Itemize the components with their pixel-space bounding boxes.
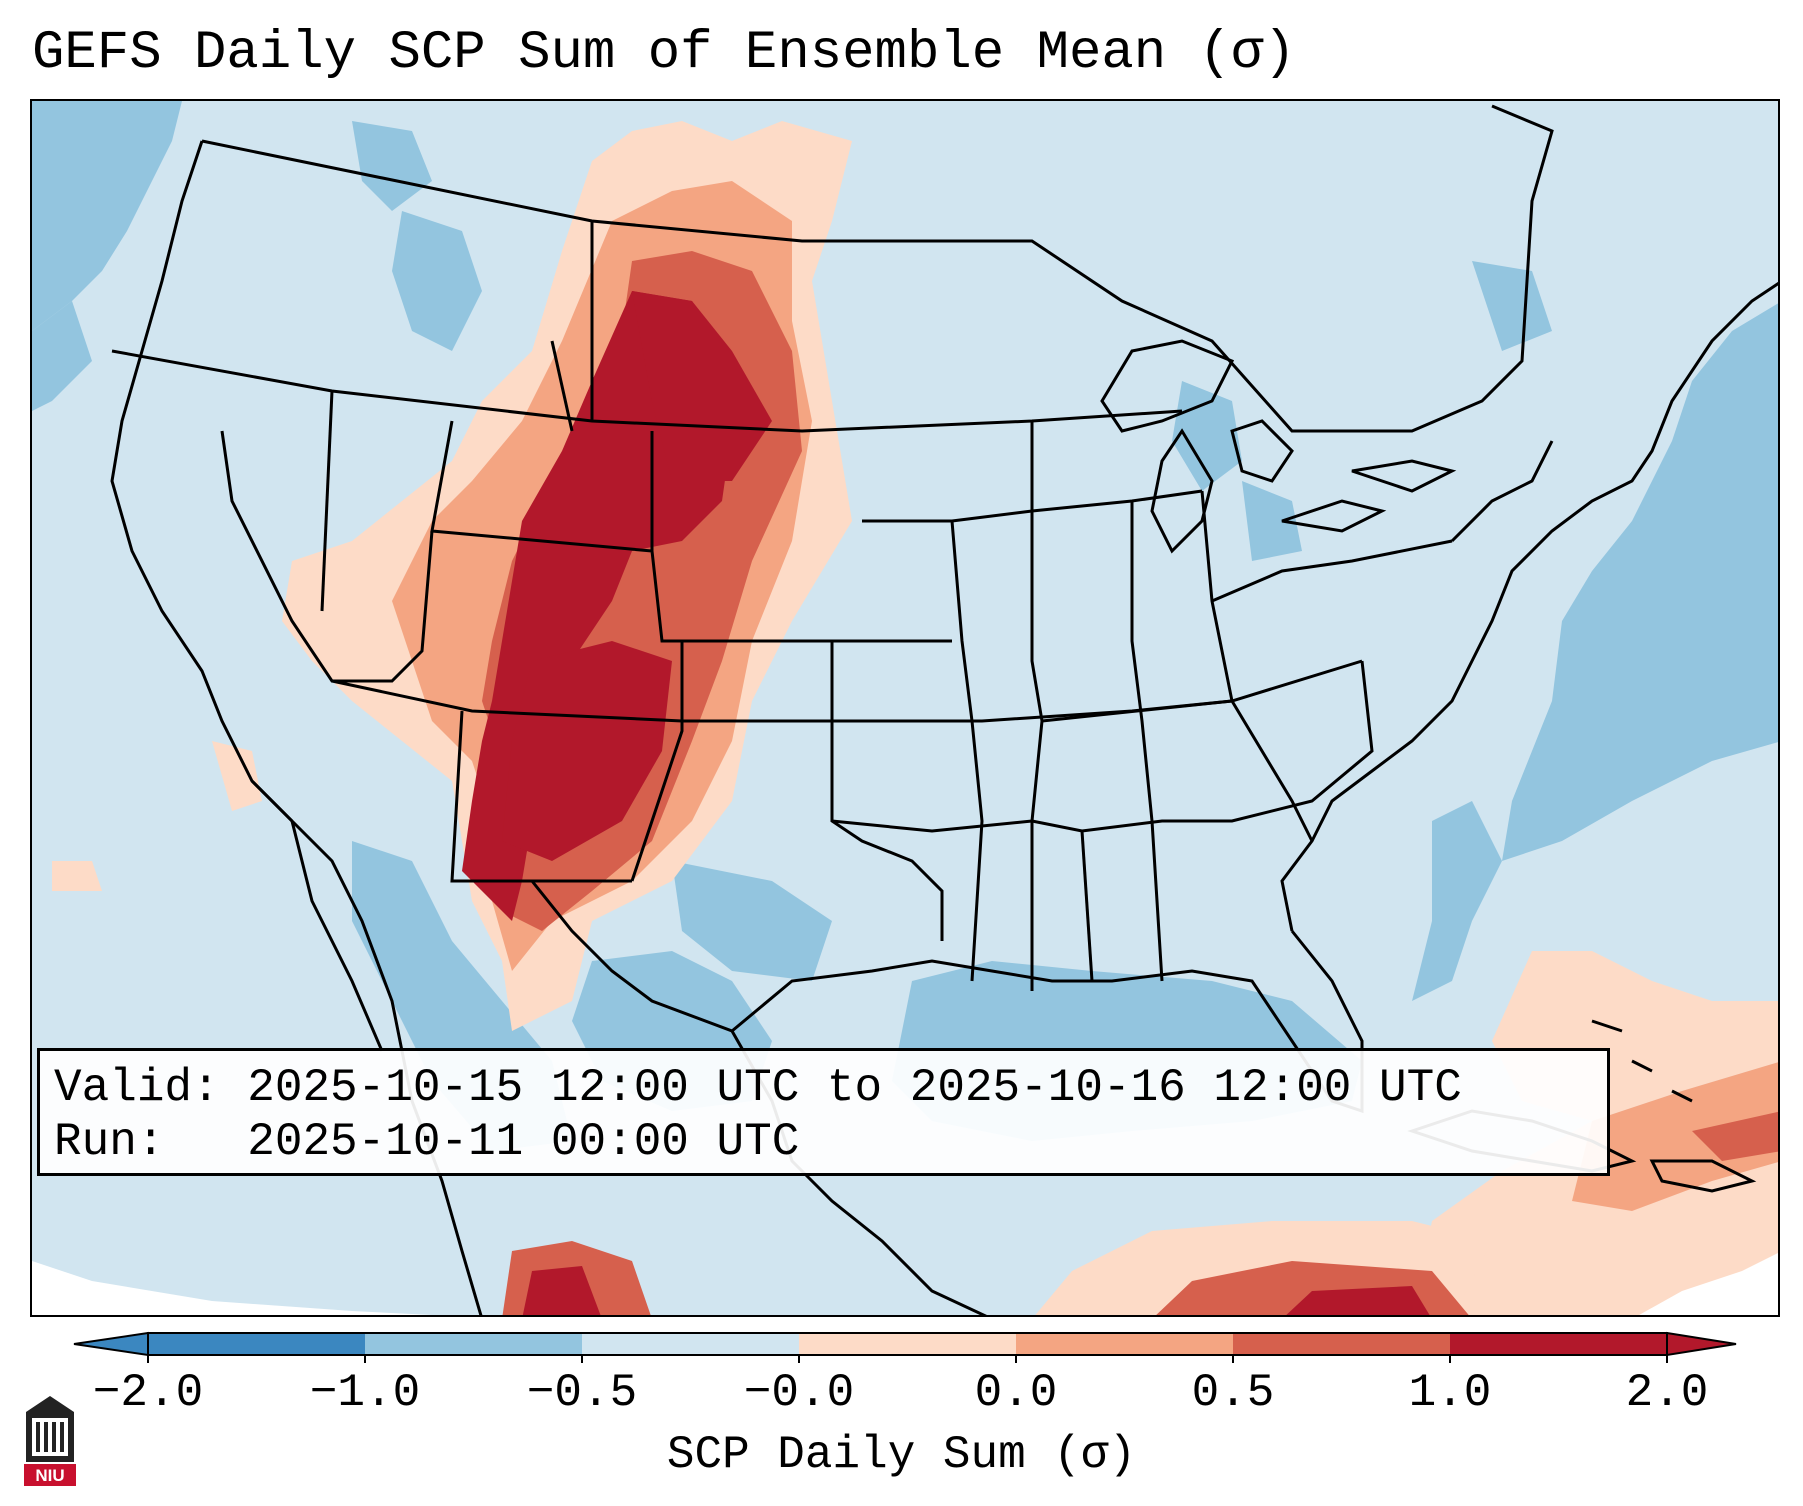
colorbar-tick: −0.0: [743, 1367, 855, 1419]
colorbar-tick: 2.0: [1625, 1367, 1709, 1419]
colorbar-tick: −2.0: [92, 1367, 204, 1419]
colorbar-tick: 0.0: [974, 1367, 1058, 1419]
valid-run-info-box: Valid: 2025-10-15 12:00 UTC to 2025-10-1…: [37, 1048, 1610, 1176]
colorbar-tick: −0.5: [526, 1367, 638, 1419]
colorbar-extend-low: [73, 1331, 149, 1357]
colorbar-tick: 1.0: [1408, 1367, 1492, 1419]
niu-logo-icon: NIU: [24, 1396, 76, 1486]
colorbar-tick: −1.0: [309, 1367, 421, 1419]
colorbar: [73, 1331, 1737, 1363]
colorbar-segment: [1016, 1333, 1234, 1355]
run-time-line: Run: 2025-10-11 00:00 UTC: [54, 1116, 800, 1168]
logo-text: NIU: [35, 1466, 64, 1485]
colorbar-segment: [1233, 1333, 1451, 1355]
colorbar-segment: [365, 1333, 583, 1355]
colorbar-outline: [147, 1332, 1668, 1356]
valid-time-line: Valid: 2025-10-15 12:00 UTC to 2025-10-1…: [54, 1062, 1462, 1114]
colorbar-segment: [148, 1333, 366, 1355]
atlantic-ocean-anomaly: [1502, 303, 1778, 861]
colorbar-tick: 0.5: [1191, 1367, 1275, 1419]
colorbar-segment: [799, 1333, 1017, 1355]
boundaries: [110, 104, 1778, 1315]
colorbar-extend-high: [1666, 1331, 1737, 1357]
colorbar-segment: [1450, 1333, 1668, 1355]
map-title: GEFS Daily SCP Sum of Ensemble Mean (σ): [32, 23, 1296, 84]
colorbar-segment: [582, 1333, 800, 1355]
pacific-ocean-anomaly: [32, 101, 182, 331]
colorbar-label: SCP Daily Sum (σ): [666, 1429, 1137, 1481]
